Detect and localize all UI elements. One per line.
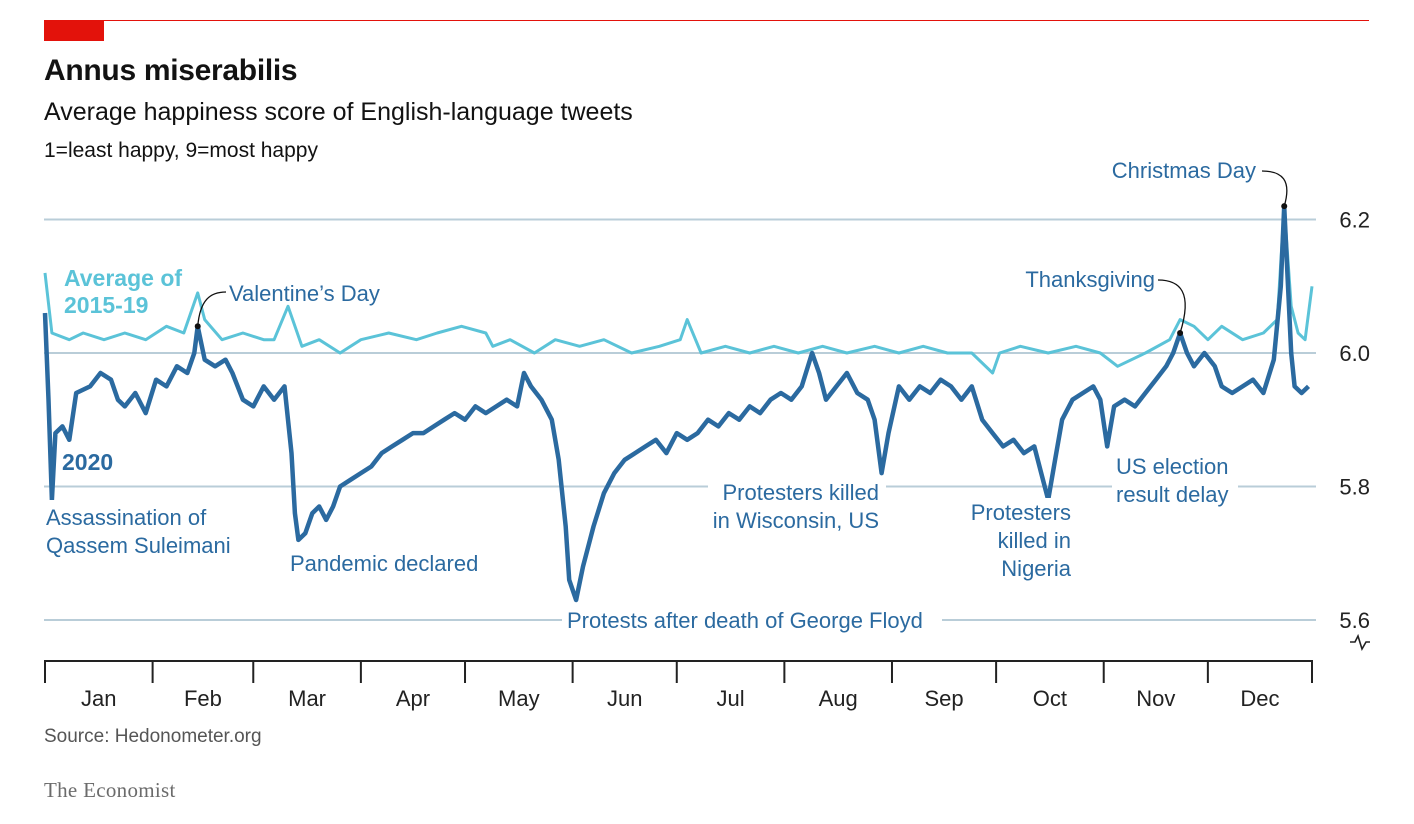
annotation-nigeria: Protesters killed in Nigeria — [971, 500, 1072, 581]
gridlines: 5.6 5.8 6.0 6.2 — [44, 208, 1370, 652]
x-tick-label-jan: Jan — [81, 686, 116, 711]
scale-note: 1=least happy, 9=most happy — [44, 139, 318, 162]
x-axis: Jan Feb Mar Apr May Jun Jul Aug Sep Oct Nov Dec — [44, 660, 1313, 711]
annotation-pandemic-declared: Pandemic declared — [290, 551, 478, 576]
x-tick-label-aug: Aug — [819, 686, 858, 711]
series-layer — [42, 203, 1314, 603]
annotation-leader — [197, 291, 227, 327]
y-tick-label: 6.2 — [1339, 208, 1370, 233]
x-tick-label-dec: Dec — [1240, 686, 1279, 711]
x-tick-label-oct: Oct — [1033, 686, 1067, 711]
accent-rule — [44, 20, 1369, 21]
series-line-average-2015-19 — [43, 204, 1314, 375]
x-tick-label-sep: Sep — [924, 686, 963, 711]
series-line-2020 — [42, 203, 1311, 603]
annotation-knockout — [708, 478, 886, 538]
axis-break-icon — [1350, 633, 1370, 652]
annotation-knockout — [44, 500, 254, 562]
annotation-knockout — [286, 546, 486, 578]
annotation-knockout — [1112, 453, 1238, 513]
y-tick-label: 6.0 — [1339, 341, 1370, 366]
y-tick-label: 5.6 — [1339, 608, 1370, 633]
annotation-suleimani: Assassination of Qassem Suleimani — [46, 505, 231, 558]
annotation-wisconsin: Protesters killed in Wisconsin, US — [713, 480, 879, 533]
accent-block — [44, 20, 104, 41]
annotation-layer: Average of 2015-19 2020 Valentine’s Day Chri… — [44, 158, 1288, 636]
chart-title: Annus miserabilis — [44, 54, 298, 87]
annotation-knockout — [562, 604, 942, 636]
y-tick-label: 5.8 — [1339, 475, 1370, 500]
x-tick-label-jul: Jul — [717, 686, 745, 711]
annotation-valentines-day: Valentine’s Day — [229, 281, 380, 306]
x-tick-label-apr: Apr — [396, 686, 430, 711]
annotation-knockout — [962, 498, 1076, 586]
series-label-2020: 2020 — [62, 449, 113, 475]
annotation-george-floyd: Protests after death of George Floyd — [567, 608, 923, 633]
x-tick-label-mar: Mar — [288, 686, 326, 711]
annotation-thanksgiving: Thanksgiving — [1025, 267, 1155, 292]
series-label-average: Average of 2015-19 — [64, 265, 182, 318]
brand-logo: The Economist — [44, 778, 176, 802]
source-note: Source: Hedonometer.org — [44, 726, 262, 747]
x-tick-label-feb: Feb — [184, 686, 222, 711]
chart-subtitle: Average happiness score of English-langu… — [44, 98, 633, 126]
x-tick-label-jun: Jun — [607, 686, 642, 711]
annotation-leader — [1261, 170, 1288, 207]
annotation-christmas-day: Christmas Day — [1112, 158, 1256, 183]
annotation-leader — [1157, 279, 1186, 334]
x-tick-label-nov: Nov — [1136, 686, 1175, 711]
x-tick-label-may: May — [498, 686, 540, 711]
annotation-us-election: US election result delay — [1116, 454, 1229, 507]
